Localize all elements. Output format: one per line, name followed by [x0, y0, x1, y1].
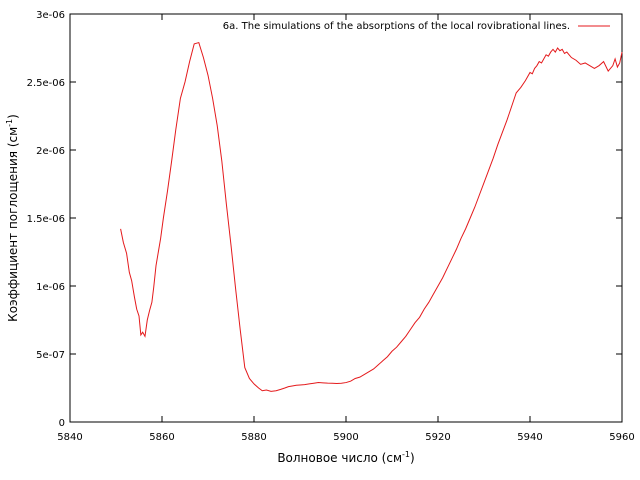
y-axis-label: Коэффициент поглощения (см-1)	[5, 114, 20, 322]
legend-label: 6a. The simulations of the absorptions o…	[223, 21, 570, 32]
plot-frame	[69, 13, 623, 423]
x-axis-label-end: )	[410, 451, 415, 465]
y-tick-label: 1.5e-06	[27, 214, 65, 225]
x-tick-label: 5880	[241, 432, 266, 443]
x-tick-label: 5940	[517, 432, 542, 443]
x-tick-label: 5860	[149, 432, 174, 443]
series-line	[120, 41, 623, 392]
y-tick-label: 2e-06	[36, 146, 65, 157]
y-tick-label: 2.5e-06	[27, 78, 65, 89]
axis-ticks	[70, 14, 622, 422]
y-axis-label-end: )	[6, 114, 20, 119]
axis-tick-labels: 5840 5860 5880 5900 5920 5940 5960 0 5e-07 1e-06 1…	[27, 10, 635, 443]
x-axis-label-main: Волновое число (см	[277, 451, 402, 465]
x-tick-label: 5960	[609, 432, 634, 443]
y-tick-label: 0	[59, 418, 65, 429]
x-axis-label: Волновое число (см-1)	[277, 450, 414, 465]
y-axis-label-sup: -1	[5, 119, 14, 127]
x-tick-label: 5900	[333, 432, 358, 443]
x-tick-label: 5840	[57, 432, 82, 443]
y-tick-label: 3e-06	[36, 10, 65, 21]
y-axis-label-main: Коэффициент поглощения (см	[6, 127, 20, 322]
y-tick-label: 1e-06	[36, 282, 65, 293]
x-axis-label-sup: -1	[402, 450, 410, 459]
y-tick-label: 5e-07	[36, 350, 65, 361]
x-tick-label: 5920	[425, 432, 450, 443]
